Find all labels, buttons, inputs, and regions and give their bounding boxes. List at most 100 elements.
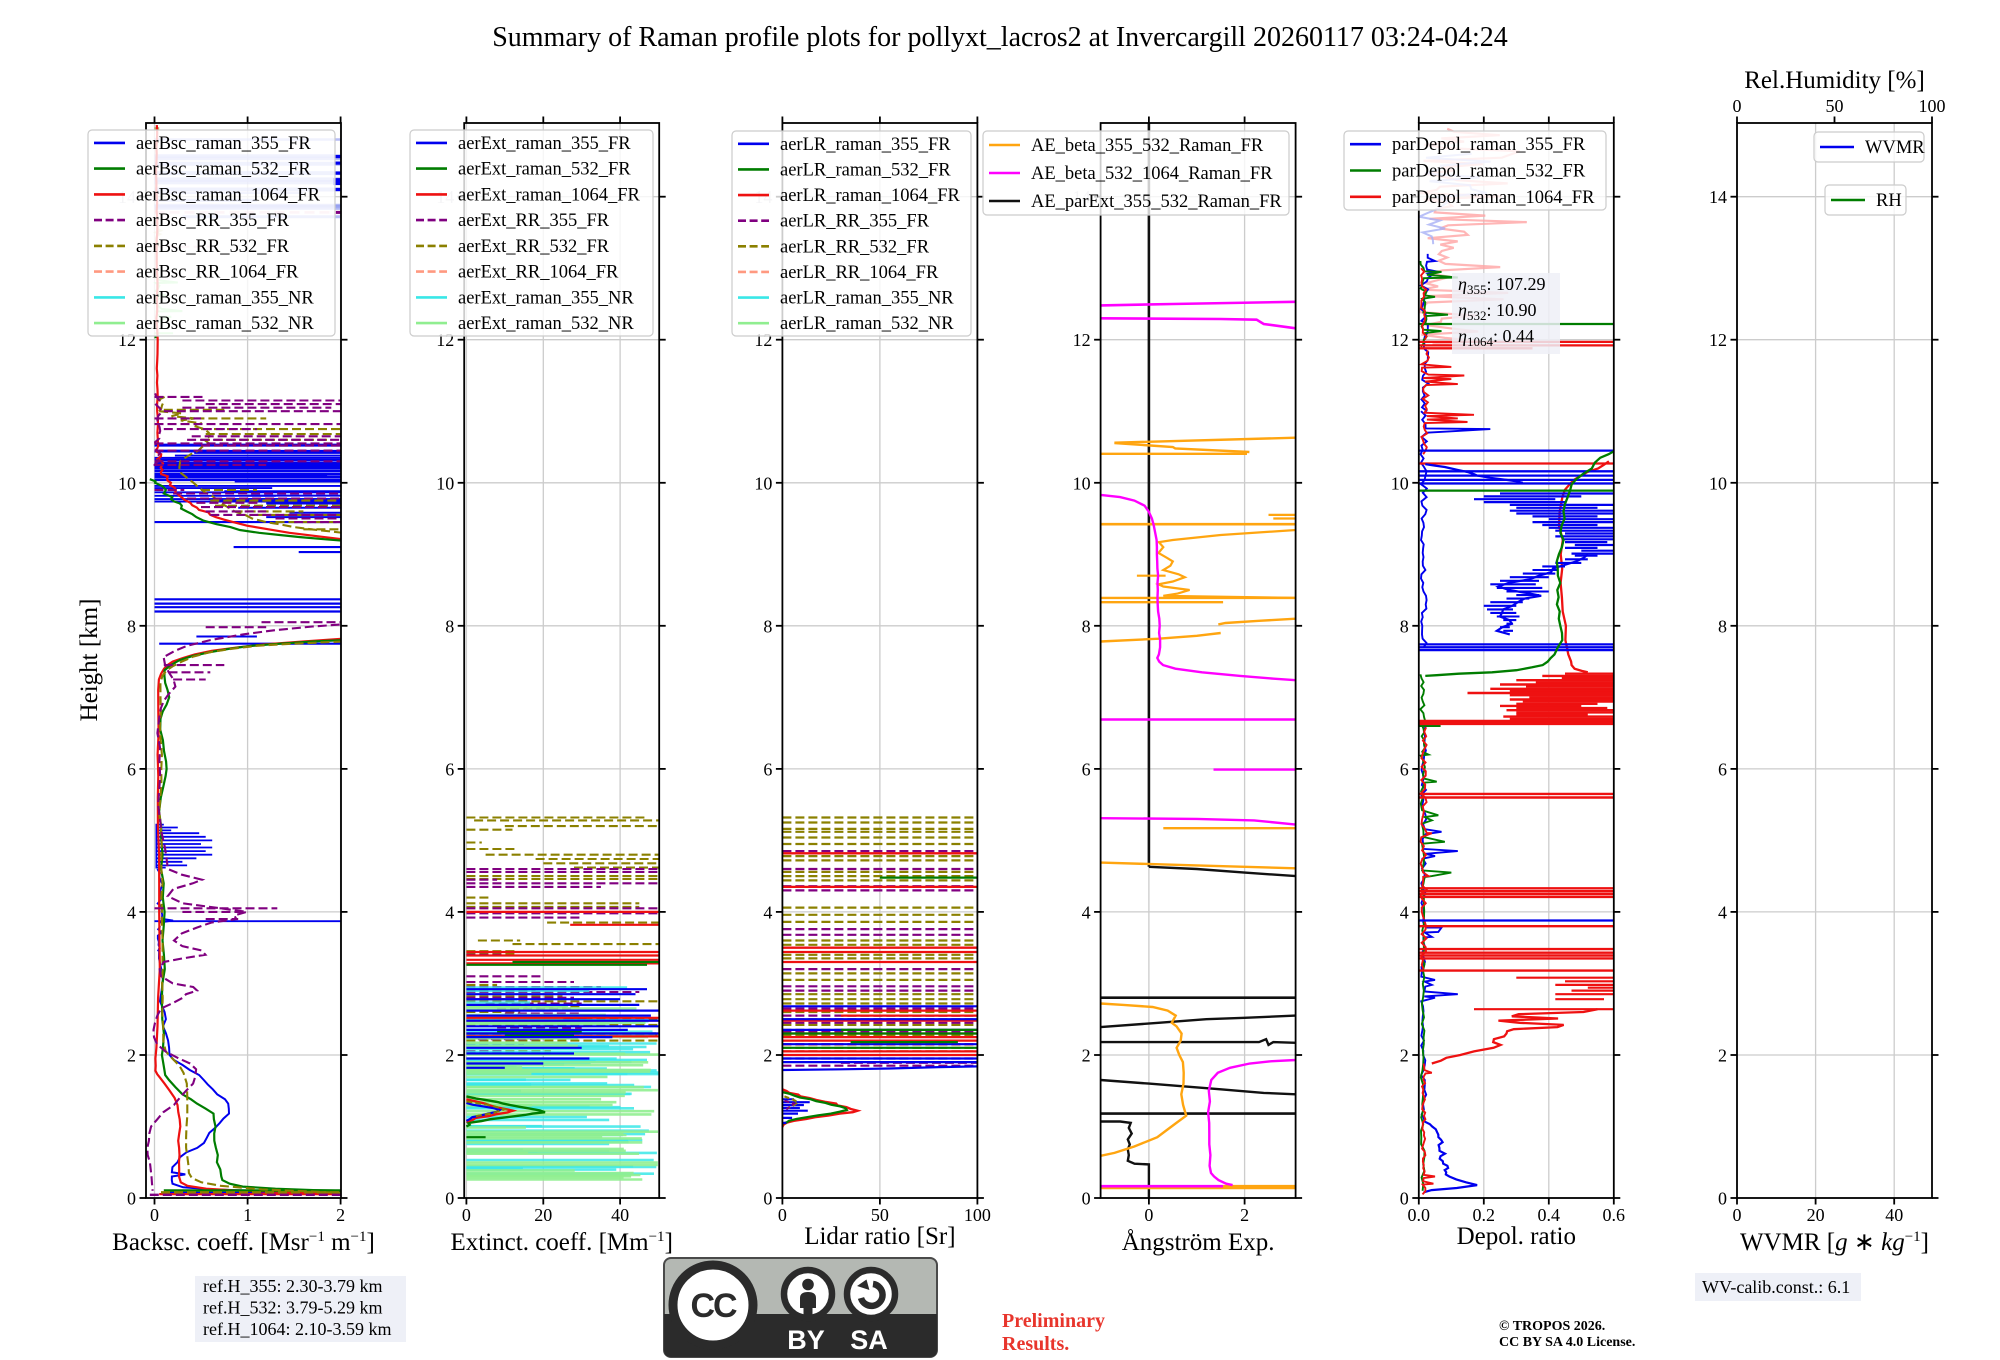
svg-text:aerBsc_raman_355_FR: aerBsc_raman_355_FR: [136, 134, 311, 154]
svg-text:0: 0: [763, 1189, 772, 1209]
svg-text:20: 20: [1807, 1205, 1825, 1225]
svg-text:Backsc. coeff. [Msr−1 m−1]: Backsc. coeff. [Msr−1 m−1]: [112, 1229, 375, 1256]
svg-text:6: 6: [445, 759, 454, 779]
svg-text:Preliminary: Preliminary: [1002, 1310, 1105, 1332]
svg-text:Summary of Raman profile plots: Summary of Raman profile plots for polly…: [492, 22, 1508, 53]
svg-text:10: 10: [1391, 473, 1409, 493]
svg-text:10: 10: [754, 473, 772, 493]
svg-text:8: 8: [1718, 616, 1727, 636]
svg-text:η532: 10.90: η532: 10.90: [1458, 300, 1536, 323]
svg-text:aerLR_raman_355_NR: aerLR_raman_355_NR: [780, 289, 954, 309]
svg-text:aerLR_RR_355_FR: aerLR_RR_355_FR: [780, 212, 930, 232]
svg-text:© TROPOS 2026.: © TROPOS 2026.: [1499, 1319, 1605, 1334]
svg-text:0: 0: [778, 1205, 787, 1225]
svg-text:Depol. ratio: Depol. ratio: [1457, 1223, 1576, 1250]
svg-text:ref.H_1064: 2.10-3.59 km: ref.H_1064: 2.10-3.59 km: [203, 1319, 391, 1339]
svg-text:Ångström Exp.: Ångström Exp.: [1122, 1229, 1275, 1256]
svg-text:0: 0: [445, 1189, 454, 1209]
svg-text:aerBsc_raman_532_NR: aerBsc_raman_532_NR: [136, 314, 314, 334]
svg-text:aerBsc_RR_1064_FR: aerBsc_RR_1064_FR: [136, 263, 299, 283]
svg-text:parDepol_raman_355_FR: parDepol_raman_355_FR: [1392, 135, 1586, 155]
svg-text:2: 2: [1082, 1046, 1091, 1066]
svg-text:AE_beta_355_532_Raman_FR: AE_beta_355_532_Raman_FR: [1031, 136, 1264, 156]
svg-text:η355: 107.29: η355: 107.29: [1458, 274, 1545, 297]
svg-text:aerLR_raman_532_FR: aerLR_raman_532_FR: [780, 160, 951, 180]
svg-text:100: 100: [1919, 96, 1946, 116]
svg-text:40: 40: [1885, 1205, 1903, 1225]
svg-text:aerBsc_raman_355_NR: aerBsc_raman_355_NR: [136, 288, 314, 308]
svg-text:2: 2: [1718, 1046, 1727, 1066]
svg-text:0: 0: [1144, 1205, 1153, 1225]
svg-text:ref.H_532: 3.79-5.29 km: ref.H_532: 3.79-5.29 km: [203, 1298, 382, 1318]
svg-text:0: 0: [127, 1189, 136, 1209]
svg-text:0.0: 0.0: [1408, 1205, 1431, 1225]
svg-text:8: 8: [1082, 616, 1091, 636]
svg-text:aerBsc_RR_532_FR: aerBsc_RR_532_FR: [136, 237, 290, 257]
svg-text:4: 4: [1718, 902, 1727, 922]
svg-text:0.6: 0.6: [1603, 1205, 1626, 1225]
svg-text:12: 12: [1709, 330, 1727, 350]
svg-text:2: 2: [445, 1046, 454, 1066]
svg-text:aerExt_raman_355_NR: aerExt_raman_355_NR: [458, 288, 634, 308]
svg-text:10: 10: [1073, 473, 1091, 493]
svg-text:0: 0: [1082, 1189, 1091, 1209]
svg-text:10: 10: [436, 473, 454, 493]
svg-text:aerExt_raman_355_FR: aerExt_raman_355_FR: [458, 134, 631, 154]
svg-text:6: 6: [763, 759, 772, 779]
svg-text:BY: BY: [787, 1325, 825, 1355]
svg-text:6: 6: [1718, 759, 1727, 779]
svg-text:aerExt_RR_532_FR: aerExt_RR_532_FR: [458, 237, 610, 257]
svg-text:WVMR [g ∗ kg−1]: WVMR [g ∗ kg−1]: [1740, 1229, 1929, 1256]
svg-text:Results.: Results.: [1002, 1333, 1069, 1355]
svg-text:0: 0: [1733, 1205, 1742, 1225]
svg-text:50: 50: [871, 1205, 889, 1225]
svg-text:RH: RH: [1876, 191, 1902, 211]
svg-text:WV-calib.const.: 6.1: WV-calib.const.: 6.1: [1702, 1277, 1850, 1297]
svg-text:CC: CC: [690, 1287, 737, 1325]
svg-text:aerLR_raman_1064_FR: aerLR_raman_1064_FR: [780, 186, 960, 206]
svg-text:Extinct. coeff. [Mm−1]: Extinct. coeff. [Mm−1]: [450, 1229, 672, 1256]
svg-text:4: 4: [1400, 902, 1409, 922]
svg-text:12: 12: [1073, 330, 1091, 350]
svg-text:aerLR_RR_532_FR: aerLR_RR_532_FR: [780, 237, 930, 257]
svg-text:4: 4: [445, 902, 454, 922]
svg-text:6: 6: [1082, 759, 1091, 779]
svg-text:4: 4: [763, 902, 772, 922]
svg-text:Lidar ratio [Sr]: Lidar ratio [Sr]: [804, 1223, 955, 1250]
svg-text:2: 2: [1400, 1046, 1409, 1066]
svg-text:Rel.Humidity [%]: Rel.Humidity [%]: [1744, 67, 1925, 94]
svg-text:8: 8: [763, 616, 772, 636]
svg-text:aerExt_raman_1064_FR: aerExt_raman_1064_FR: [458, 185, 641, 205]
svg-text:aerExt_RR_1064_FR: aerExt_RR_1064_FR: [458, 263, 619, 283]
svg-text:2: 2: [1240, 1205, 1249, 1225]
svg-text:Height [km]: Height [km]: [76, 599, 103, 722]
svg-text:14: 14: [1709, 187, 1727, 207]
svg-text:0: 0: [1400, 1189, 1409, 1209]
svg-text:10: 10: [1709, 473, 1727, 493]
svg-text:6: 6: [1400, 759, 1409, 779]
svg-text:10: 10: [118, 473, 136, 493]
svg-text:aerBsc_RR_355_FR: aerBsc_RR_355_FR: [136, 211, 290, 231]
svg-text:4: 4: [127, 902, 136, 922]
svg-text:parDepol_raman_1064_FR: parDepol_raman_1064_FR: [1392, 188, 1595, 208]
svg-text:0: 0: [1718, 1189, 1727, 1209]
svg-text:ref.H_355: 2.30-3.79 km: ref.H_355: 2.30-3.79 km: [203, 1276, 382, 1296]
svg-text:8: 8: [445, 616, 454, 636]
svg-text:50: 50: [1826, 96, 1844, 116]
svg-text:40: 40: [611, 1205, 629, 1225]
svg-text:η1064: 0.44: η1064: 0.44: [1458, 326, 1534, 349]
svg-text:8: 8: [127, 616, 136, 636]
svg-text:AE_beta_532_1064_Raman_FR: AE_beta_532_1064_Raman_FR: [1031, 164, 1273, 184]
svg-text:0.2: 0.2: [1473, 1205, 1496, 1225]
svg-text:0.4: 0.4: [1538, 1205, 1561, 1225]
svg-text:0: 0: [462, 1205, 471, 1225]
svg-text:parDepol_raman_532_FR: parDepol_raman_532_FR: [1392, 162, 1586, 182]
svg-text:2: 2: [336, 1205, 345, 1225]
svg-text:aerLR_raman_355_FR: aerLR_raman_355_FR: [780, 135, 951, 155]
svg-text:CC BY SA 4.0 License.: CC BY SA 4.0 License.: [1499, 1335, 1635, 1350]
svg-text:WVMR: WVMR: [1865, 138, 1925, 158]
svg-text:100: 100: [964, 1205, 991, 1225]
svg-text:2: 2: [127, 1046, 136, 1066]
svg-text:0: 0: [1733, 96, 1742, 116]
svg-text:AE_parExt_355_532_Raman_FR: AE_parExt_355_532_Raman_FR: [1031, 192, 1282, 212]
